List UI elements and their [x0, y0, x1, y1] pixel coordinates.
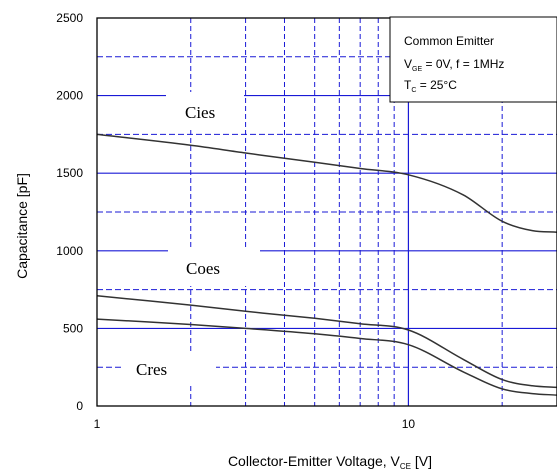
y-axis-label: Capacitance [pF] [14, 173, 30, 279]
cres-label-bg [124, 352, 216, 386]
plot-frame [96, 17, 557, 407]
cres-label: Cres [136, 360, 167, 379]
x-axis-label-unit: [V] [411, 453, 432, 469]
y-tick-label: 1000 [56, 244, 83, 258]
legend-tc-sub: C [411, 87, 416, 94]
y-tick-label: 0 [76, 399, 83, 413]
x-axis-label-main: Collector-Emitter Voltage, V [228, 453, 401, 469]
legend-vge-symbol: V [404, 57, 412, 71]
legend-line-2: VGE = 0V, f = 1MHz [404, 57, 504, 73]
legend-vge-value: = 0V, f = 1MHz [422, 57, 504, 71]
legend-line-1: Common Emitter [404, 34, 494, 48]
capacitance-curves [96, 133, 557, 396]
grid-lines [97, 18, 557, 406]
y-tick-label: 500 [63, 321, 83, 335]
cies-label-bg [166, 92, 244, 130]
curve-cies [96, 133, 557, 233]
y-tick-label: 2500 [56, 11, 83, 25]
x-tick-labels: 1 10 [94, 417, 416, 431]
legend-vge-sub: GE [412, 66, 422, 73]
x-axis-label-sub: CE [400, 462, 411, 471]
x-tick-label: 10 [402, 417, 416, 431]
legend-line-3: TC = 25°C [404, 78, 457, 94]
y-tick-label: 1500 [56, 166, 83, 180]
legend-tc-symbol: T [404, 78, 412, 92]
curve-cres [96, 318, 557, 396]
legend-tc-value: = 25°C [416, 78, 457, 92]
legend-box: Common Emitter VGE = 0V, f = 1MHz TC = 2… [389, 16, 557, 103]
x-axis-label: Collector-Emitter Voltage, VCE [V] [228, 453, 432, 471]
x-tick-label: 1 [94, 417, 101, 431]
y-tick-label: 2000 [56, 89, 83, 103]
curve-coes [96, 295, 557, 389]
coes-label: Coes [186, 259, 220, 278]
y-tick-labels: 0 500 1000 1500 2000 2500 [56, 11, 83, 413]
coes-label-bg [168, 250, 260, 286]
cies-label: Cies [185, 103, 215, 122]
